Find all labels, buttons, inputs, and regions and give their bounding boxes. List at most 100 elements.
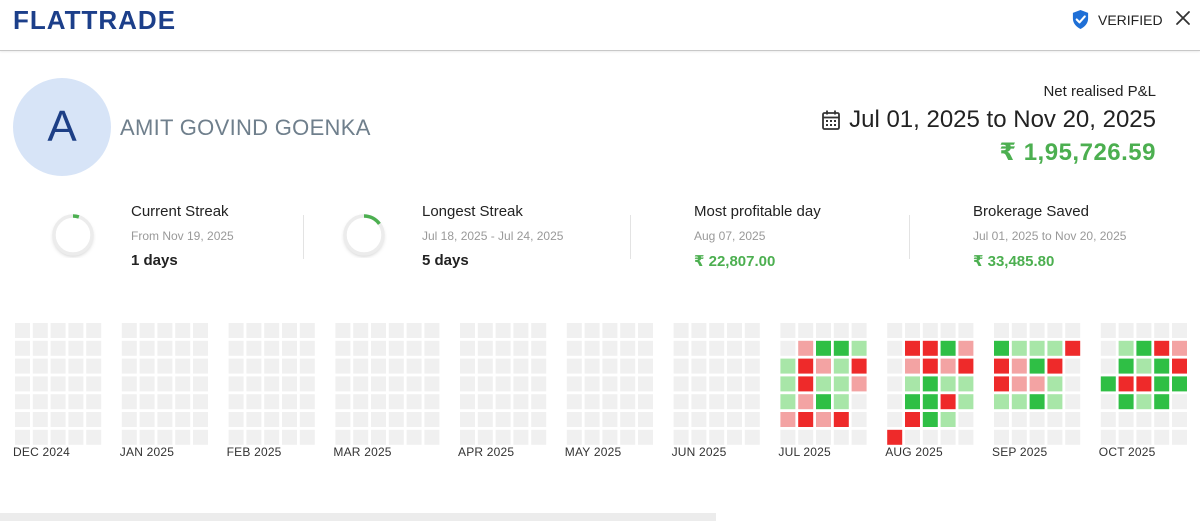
heatmap-cell[interactable] xyxy=(905,394,920,410)
heatmap-cell[interactable] xyxy=(1136,376,1152,392)
heatmap-cell[interactable] xyxy=(798,394,814,410)
heatmap-cell[interactable] xyxy=(851,340,867,356)
heatmap-cell[interactable] xyxy=(922,358,938,374)
heatmap-cell[interactable] xyxy=(1011,340,1027,356)
heatmap-cell[interactable] xyxy=(780,376,796,392)
heatmap-cell[interactable] xyxy=(994,340,1009,356)
heatmap-cell[interactable] xyxy=(1136,394,1152,410)
heatmap-cell[interactable] xyxy=(1029,394,1045,410)
heatmap-cell[interactable] xyxy=(833,358,849,374)
heatmap-cell xyxy=(887,394,903,410)
heatmap-cell[interactable] xyxy=(905,340,920,356)
heatmap-cell xyxy=(1047,429,1063,445)
stat-sub: From Nov 19, 2025 xyxy=(131,229,234,243)
heatmap-cell[interactable] xyxy=(798,412,814,427)
heatmap-cell xyxy=(335,429,351,445)
heatmap-cell[interactable] xyxy=(1029,358,1045,374)
heatmap-cell[interactable] xyxy=(958,376,974,392)
heatmap-cell[interactable] xyxy=(905,412,920,427)
heatmap-cell[interactable] xyxy=(851,358,867,374)
heatmap-cell xyxy=(495,429,511,445)
heatmap-cell[interactable] xyxy=(816,376,831,392)
heatmap-cell xyxy=(15,340,30,356)
heatmap-cell xyxy=(1118,412,1134,427)
heatmap-cell[interactable] xyxy=(1118,340,1134,356)
heatmap-cell[interactable] xyxy=(922,394,938,410)
heatmap-cell[interactable] xyxy=(905,358,920,374)
heatmap-cell[interactable] xyxy=(1154,340,1170,356)
heatmap-cell[interactable] xyxy=(1047,376,1063,392)
month-label: SEP 2025 xyxy=(992,445,1048,459)
heatmap-cell xyxy=(139,394,155,410)
heatmap-cell[interactable] xyxy=(958,394,974,410)
heatmap-cell[interactable] xyxy=(905,376,920,392)
heatmap-cell[interactable] xyxy=(816,358,831,374)
heatmap-cell xyxy=(15,429,30,445)
heatmap-cell[interactable] xyxy=(1154,376,1170,392)
heatmap-cell xyxy=(1172,323,1187,338)
heatmap-cell[interactable] xyxy=(958,340,974,356)
heatmap-cell[interactable] xyxy=(851,376,867,392)
heatmap-cell[interactable] xyxy=(833,376,849,392)
heatmap-cell[interactable] xyxy=(940,358,956,374)
heatmap-cell[interactable] xyxy=(1154,358,1170,374)
heatmap-cell[interactable] xyxy=(1047,340,1063,356)
heatmap-cell[interactable] xyxy=(958,358,974,374)
heatmap-cell[interactable] xyxy=(940,340,956,356)
heatmap-cell[interactable] xyxy=(816,340,831,356)
heatmap-cell[interactable] xyxy=(1029,340,1045,356)
heatmap-cell[interactable] xyxy=(1154,394,1170,410)
heatmap-cell[interactable] xyxy=(940,412,956,427)
heatmap-cell xyxy=(566,323,582,338)
heatmap-cell[interactable] xyxy=(922,376,938,392)
date-range[interactable]: Jul 01, 2025 to Nov 20, 2025 xyxy=(821,106,1156,134)
heatmap-cell[interactable] xyxy=(798,358,814,374)
heatmap-cell xyxy=(121,412,137,427)
heatmap-cell[interactable] xyxy=(940,394,956,410)
heatmap-cell[interactable] xyxy=(1118,394,1134,410)
heatmap-cell xyxy=(620,323,636,338)
heatmap-cell[interactable] xyxy=(833,412,849,427)
heatmap-cell[interactable] xyxy=(1172,340,1187,356)
heatmap-cell[interactable] xyxy=(780,412,796,427)
heatmap-cell[interactable] xyxy=(1011,358,1027,374)
heatmap-cell[interactable] xyxy=(940,376,956,392)
heatmap-cell[interactable] xyxy=(780,358,796,374)
heatmap-cell[interactable] xyxy=(1011,376,1027,392)
heatmap-cell[interactable] xyxy=(1118,358,1134,374)
heatmap-cell[interactable] xyxy=(994,358,1009,374)
heatmap-cell[interactable] xyxy=(1047,358,1063,374)
heatmap-cell[interactable] xyxy=(1118,376,1134,392)
heatmap-cell[interactable] xyxy=(1011,394,1027,410)
heatmap-cell[interactable] xyxy=(1172,358,1187,374)
heatmap-cell[interactable] xyxy=(1172,376,1187,392)
heatmap-cell[interactable] xyxy=(798,340,814,356)
heatmap-cell[interactable] xyxy=(994,376,1009,392)
heatmap-cell[interactable] xyxy=(1065,340,1081,356)
heatmap-cell xyxy=(246,412,262,427)
heatmap-cell xyxy=(460,323,475,338)
heatmap-cell xyxy=(477,394,493,410)
heatmap-cell xyxy=(531,358,547,374)
heatmap-cell[interactable] xyxy=(780,394,796,410)
heatmap-cell[interactable] xyxy=(1136,358,1152,374)
heatmap-cell[interactable] xyxy=(994,394,1009,410)
heatmap-cell[interactable] xyxy=(887,429,903,445)
close-icon[interactable] xyxy=(1174,9,1192,27)
heatmap-cell[interactable] xyxy=(1100,376,1116,392)
heatmap-cell xyxy=(513,412,529,427)
heatmap-cell[interactable] xyxy=(1029,376,1045,392)
heatmap-cell[interactable] xyxy=(816,394,831,410)
heatmap-cell[interactable] xyxy=(1047,394,1063,410)
heatmap-cell[interactable] xyxy=(833,340,849,356)
heatmap-cell[interactable] xyxy=(798,376,814,392)
heatmap-cell[interactable] xyxy=(922,340,938,356)
heatmap-cell xyxy=(620,376,636,392)
heatmap-cell xyxy=(744,358,760,374)
heatmap-cell[interactable] xyxy=(833,394,849,410)
heatmap-cell xyxy=(139,376,155,392)
heatmap-cell[interactable] xyxy=(1136,340,1152,356)
heatmap-cell xyxy=(566,412,582,427)
heatmap-cell[interactable] xyxy=(816,412,831,427)
heatmap-cell[interactable] xyxy=(922,412,938,427)
